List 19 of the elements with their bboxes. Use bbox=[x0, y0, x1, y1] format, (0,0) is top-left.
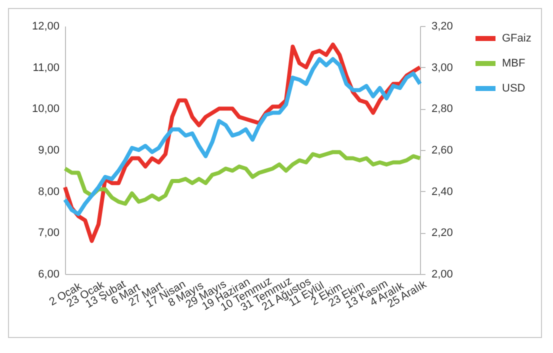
line-series bbox=[63, 150, 422, 206]
y2-tick-label: 2,80 bbox=[432, 103, 453, 116]
line-series bbox=[63, 57, 422, 216]
y2-tick-label: 3,20 bbox=[432, 20, 453, 32]
legend-label: GFaiz bbox=[502, 32, 532, 44]
y-tick-label: 9,00 bbox=[38, 144, 60, 156]
y-tick-label: 8,00 bbox=[38, 186, 60, 198]
y2-tick-label: 2,00 bbox=[432, 268, 453, 280]
y-tick-label: 10,00 bbox=[32, 103, 60, 116]
y-tick-label: 6,00 bbox=[38, 268, 60, 280]
y-tick-label: 12,00 bbox=[32, 20, 60, 32]
y2-tick-label: 3,00 bbox=[432, 62, 453, 74]
legend-label: USD bbox=[502, 82, 526, 94]
y2-tick-label: 2,60 bbox=[432, 144, 453, 156]
y-tick-label: 7,00 bbox=[38, 227, 60, 240]
y2-tick-label: 2,40 bbox=[432, 186, 453, 198]
legend-label: MBF bbox=[502, 58, 526, 70]
y2-tick-label: 2,20 bbox=[432, 227, 453, 240]
y-tick-label: 11,00 bbox=[32, 62, 60, 74]
